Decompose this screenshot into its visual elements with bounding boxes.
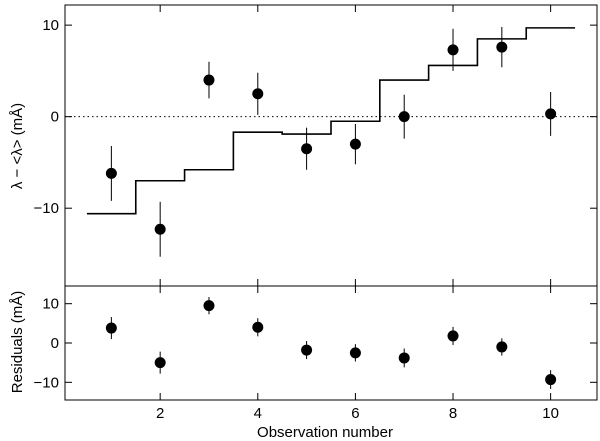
residuals-data-point xyxy=(203,300,215,312)
residuals-x-tick-label: 6 xyxy=(351,405,359,422)
residuals-x-tick-label: 8 xyxy=(449,405,457,422)
top-y-tick-label: −10 xyxy=(34,200,59,217)
top-data-point xyxy=(398,111,410,123)
residuals-data-point xyxy=(447,330,459,342)
residuals-y-axis-title: Residuals (mÅ) xyxy=(9,291,26,394)
residuals-x-tick-label: 4 xyxy=(254,405,262,422)
top-y-axis-title: λ − <λ> (mÅ) xyxy=(9,103,26,189)
residuals-data-point xyxy=(349,347,361,359)
residuals-y-tick-label: 10 xyxy=(42,296,59,313)
top-step-model-line xyxy=(86,27,576,215)
residuals-data-point xyxy=(301,344,313,356)
residuals-y-tick-label: 0 xyxy=(51,335,59,352)
top-data-point xyxy=(447,44,459,56)
top-data-point xyxy=(301,143,313,155)
top-data-point xyxy=(252,88,264,100)
top-plot-frame xyxy=(64,4,598,287)
top-data-point xyxy=(154,223,166,235)
x-axis-title: Observation number xyxy=(257,424,393,441)
top-data-point xyxy=(496,41,508,53)
top-data-point xyxy=(105,167,117,179)
residuals-data-point xyxy=(154,357,166,369)
residuals-y-tick-label: −10 xyxy=(34,374,59,391)
residuals-data-point xyxy=(398,352,410,364)
residuals-data-point xyxy=(252,321,264,333)
residuals-data-point xyxy=(105,322,117,334)
top-y-tick-label: 10 xyxy=(42,17,59,34)
residuals-data-point xyxy=(545,374,557,386)
residuals-x-tick-label: 10 xyxy=(542,405,559,422)
top-data-point xyxy=(203,74,215,86)
top-y-tick-label: 0 xyxy=(51,109,59,126)
residuals-plot-frame xyxy=(64,285,598,401)
residuals-x-tick-label: 2 xyxy=(156,405,164,422)
top-data-point xyxy=(545,108,557,120)
top-data-point xyxy=(349,138,361,150)
top-panel: −10 0 10 xyxy=(34,4,598,287)
residuals-panel: 2 4 6 8 10 −10 0 10 xyxy=(34,285,598,422)
residuals-data-point xyxy=(496,341,508,353)
